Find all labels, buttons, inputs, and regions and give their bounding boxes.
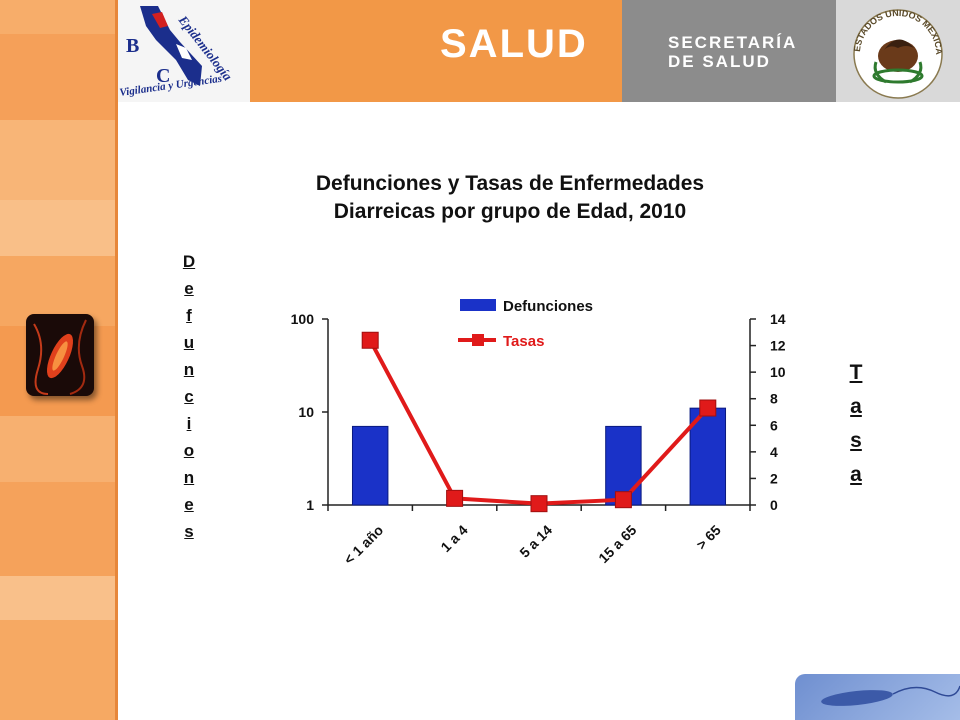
y-right-tick-label: 0 — [770, 497, 778, 513]
y-axis-left-title-letter-1: e — [184, 279, 194, 298]
header-salud-band — [250, 0, 622, 102]
y-axis-right-title-letter-3: a — [850, 463, 862, 486]
y-right-tick-label: 6 — [770, 417, 778, 433]
point-tasas-3 — [614, 491, 632, 509]
y-axis-left-title-letter-5: c — [184, 387, 194, 406]
mexico-seal: ESTADOS UNIDOS MEXICANOS — [832, 0, 960, 102]
x-tick-label: < 1 año — [341, 522, 387, 568]
point-tasas-0 — [361, 331, 379, 349]
left-divider — [115, 0, 118, 720]
y-left-tick-label: 10 — [298, 404, 314, 420]
y-axis-left-title-letter-0: D — [182, 252, 196, 271]
bacteria-image — [26, 314, 94, 396]
point-tasas-2 — [530, 495, 548, 513]
secretaria-line2: DE SALUD — [668, 52, 771, 71]
bacteria-thumbnail — [795, 674, 960, 720]
left-decorative-stripe — [0, 0, 118, 720]
header-secretaria-band — [622, 0, 836, 102]
point-tasas-4 — [699, 399, 717, 417]
y-axis-left-title-letter-8: n — [183, 468, 195, 487]
point-tasas-1 — [446, 489, 464, 507]
y-axis-right-title-letter-2: s — [850, 429, 862, 452]
chart-title-line1: Defunciones y Tasas de Enfermedades — [315, 172, 705, 195]
y-axis-right-title-letter-0: T — [849, 361, 863, 384]
y-axis-left-title-letter-7: o — [183, 441, 195, 460]
y-left-tick-label: 1 — [306, 497, 314, 513]
x-tick-label: 1 a 4 — [437, 522, 470, 555]
legend-marker-tasas — [472, 334, 484, 346]
secretaria-line1: SECRETARÍA — [668, 33, 798, 52]
y-right-tick-label: 4 — [770, 444, 778, 460]
y-axis-left-title-letter-10: s — [184, 522, 194, 541]
x-tick-label: > 65 — [693, 522, 724, 553]
secretaria-label: SECRETARÍA DE SALUD — [668, 33, 797, 71]
y-right-tick-label: 8 — [770, 391, 778, 407]
y-right-tick-label: 10 — [770, 364, 786, 380]
logo-letter-c: C — [156, 65, 170, 87]
chart-title-line2: Diarreicas por grupo de Edad, 2010 — [333, 200, 687, 223]
bar-defunciones-4 — [689, 407, 727, 506]
line-tasas — [368, 339, 710, 506]
logo-letter-b: B — [126, 35, 139, 57]
y-axis-right-title-letter-1: a — [850, 395, 862, 418]
y-axis-left-title-letter-9: e — [184, 495, 194, 514]
y-left-tick-label: 100 — [291, 311, 315, 327]
legend-label-tasas: Tasas — [503, 333, 544, 350]
y-right-tick-label: 12 — [770, 338, 786, 354]
y-axis-left-title-letter-6: i — [186, 414, 192, 433]
y-right-tick-label: 14 — [770, 311, 786, 327]
salud-label: SALUD — [440, 22, 588, 66]
legend-label-defunciones: Defunciones — [503, 298, 593, 315]
bar-defunciones-0 — [351, 425, 389, 506]
y-axis-left-title-letter-3: u — [183, 333, 195, 352]
epidemiologia-logo: B C Epidemiología Vigilancia y Urgencias — [118, 0, 250, 102]
x-tick-label: 5 a 14 — [516, 522, 555, 561]
x-tick-label: 15 a 65 — [595, 522, 639, 566]
legend-swatch-defunciones — [460, 299, 496, 311]
chart-title: Defunciones y Tasas de Enfermedades Diar… — [230, 170, 790, 226]
y-axis-left-title-letter-4: n — [183, 360, 195, 379]
y-right-tick-label: 2 — [770, 470, 778, 486]
y-axis-left-title-letter-2: f — [186, 306, 192, 325]
